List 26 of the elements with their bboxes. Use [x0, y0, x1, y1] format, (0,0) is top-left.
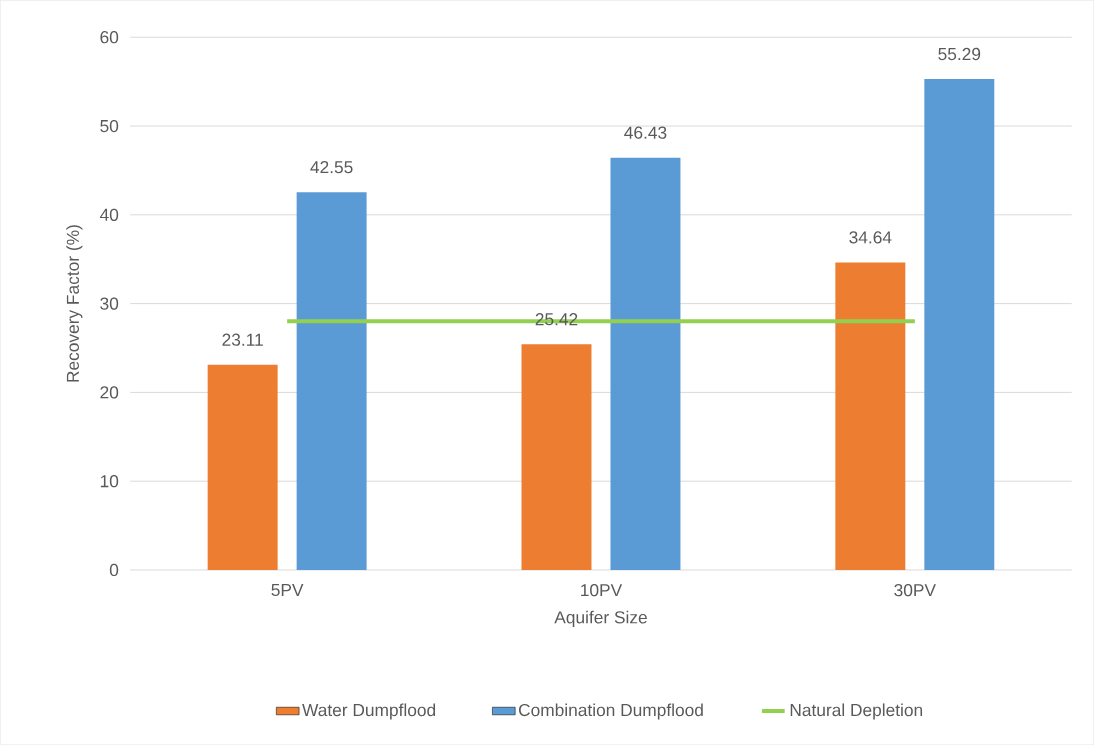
y-tick-label: 0 [109, 563, 119, 577]
y-axis-title: Recovery Factor (%) [66, 225, 83, 382]
x-axis-title: Aquifer Size [554, 610, 647, 627]
legend-label: Water Dumpflood [302, 703, 436, 720]
bar [207, 364, 278, 570]
bar [835, 262, 906, 570]
y-tick-label: 40 [99, 208, 119, 221]
data-label: 46.43 [624, 126, 667, 139]
data-label: 42.55 [310, 160, 353, 174]
y-tick-label: 20 [100, 386, 119, 399]
data-label: 23.11 [222, 333, 263, 346]
x-tick-label: 10PV [581, 583, 623, 597]
legend-label: Combination Dumpflood [518, 703, 703, 720]
x-tick-label: 30PV [894, 583, 936, 597]
data-label: 55.29 [938, 47, 981, 61]
bar [521, 344, 592, 570]
legend-label: Natural Depletion [790, 703, 923, 720]
bar [610, 157, 681, 570]
data-label: 34.64 [849, 231, 892, 244]
y-tick-label: 10 [100, 474, 119, 488]
bar [296, 192, 367, 570]
y-tick-label: 50 [100, 119, 119, 133]
y-tick-label: 60 [100, 31, 119, 44]
bar [924, 78, 995, 570]
x-tick-label: 5PV [271, 583, 304, 597]
y-tick-label: 30 [100, 297, 119, 310]
